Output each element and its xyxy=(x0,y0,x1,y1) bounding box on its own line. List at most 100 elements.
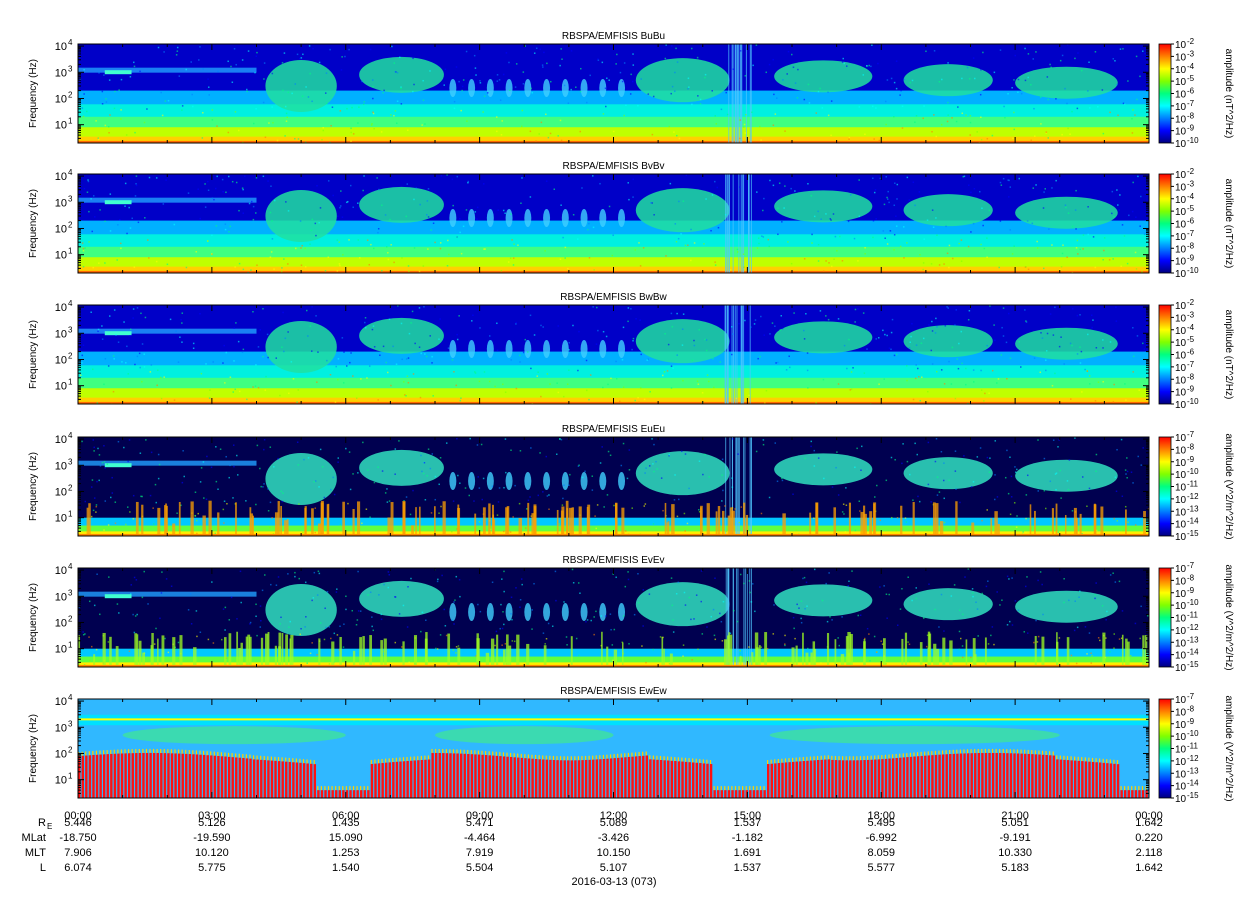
colorbar-tick-label: 10 xyxy=(1175,139,1187,150)
colorbar-scale xyxy=(1158,567,1172,668)
ephemeris-row-label: R xyxy=(38,817,46,829)
y-tick-label: 10 xyxy=(55,328,67,340)
ephemeris-value: 15.090 xyxy=(329,832,363,844)
colorbar-tick-label: 10 xyxy=(1175,732,1187,743)
colorbar-tick-exponent: -11 xyxy=(1187,480,1199,489)
colorbar-tick-label: 10 xyxy=(1175,794,1187,805)
colorbar-tick-exponent: -8 xyxy=(1187,442,1195,451)
ephemeris-row-label-sub: E xyxy=(47,822,52,831)
colorbar-tick-exponent: -8 xyxy=(1187,704,1195,713)
ephemeris-value: 1.540 xyxy=(332,862,360,874)
ephemeris-value: 10.120 xyxy=(195,847,229,859)
ephemeris-value: -6.992 xyxy=(866,832,897,844)
colorbar-tick-exponent: -6 xyxy=(1187,348,1195,357)
colorbar-tick-label: 10 xyxy=(1175,470,1187,481)
y-tick-label: 10 xyxy=(55,67,67,79)
colorbar-tick-label: 10 xyxy=(1175,195,1187,206)
colorbar-tick-label: 10 xyxy=(1175,695,1187,706)
colorbar-tick-label: 10 xyxy=(1175,40,1187,51)
colorbar-tick-label: 10 xyxy=(1175,433,1187,444)
colorbar-tick-exponent: -13 xyxy=(1187,504,1199,513)
colorbar: 10-210-310-410-510-610-710-810-910 -10amp… xyxy=(1158,298,1234,411)
colorbar-tick-label: 10 xyxy=(1175,77,1187,88)
colorbar-tick-label: 10 xyxy=(1175,745,1187,756)
y-tick-exponent: 1 xyxy=(68,117,73,126)
colorbar-tick-label: 10 xyxy=(1175,220,1187,231)
y-tick-exponent: 4 xyxy=(68,693,73,702)
colorbar-tick-label: 10 xyxy=(1175,52,1187,63)
colorbar-tick-label: 10 xyxy=(1175,351,1187,362)
ephemeris-value: 5.183 xyxy=(1001,862,1029,874)
x-tick-label: 15:00 xyxy=(734,810,762,822)
panel-title: RBSPA/EMFISIS EwEw xyxy=(560,686,667,697)
colorbar-tick-exponent: -2 xyxy=(1187,37,1195,46)
y-tick-label: 10 xyxy=(55,722,67,734)
y-tick-label: 10 xyxy=(55,460,67,472)
ephemeris-table: R E 5.446 5.126 1.435 5.471 5.089 1.537 5.495 5.0… xyxy=(22,817,1163,874)
colorbar-tick-exponent: -7 xyxy=(1187,99,1195,108)
ephemeris-value: 5.471 xyxy=(466,817,494,829)
colorbar-tick-exponent: -9 xyxy=(1187,586,1195,595)
colorbar-label: amplitude (V^2/m^2/Hz) xyxy=(1223,564,1234,670)
colorbar-tick-label: 10 xyxy=(1175,301,1187,312)
y-axis-label: Frequency (Hz) xyxy=(28,189,39,258)
ephemeris-value: 2.118 xyxy=(1136,847,1163,859)
colorbar-tick-label: 10 xyxy=(1175,170,1187,181)
colorbar-tick-label: 10 xyxy=(1175,576,1187,587)
y-tick-exponent: 3 xyxy=(68,588,73,597)
colorbar-tick-label: 10 xyxy=(1175,483,1187,494)
y-tick-label: 10 xyxy=(55,591,67,603)
y-tick-label: 10 xyxy=(55,775,67,787)
ephemeris-value: 5.446 xyxy=(64,817,92,829)
colorbar-tick-label: 10 xyxy=(1175,207,1187,218)
ephemeris-value: 5.577 xyxy=(867,862,895,874)
colorbar-tick-label: 10 xyxy=(1175,589,1187,600)
colorbar-tick-exponent: -6 xyxy=(1187,87,1195,96)
y-tick-label: 10 xyxy=(55,617,67,629)
ephemeris-value: 8.059 xyxy=(867,847,895,859)
colorbar-tick-label: 10 xyxy=(1175,663,1187,674)
colorbar-tick-label: 10 xyxy=(1175,757,1187,768)
y-tick-label: 10 xyxy=(55,696,67,708)
colorbar-tick-exponent: -4 xyxy=(1187,192,1195,201)
colorbar-tick-exponent: -9 xyxy=(1187,385,1195,394)
y-tick-exponent: 2 xyxy=(68,220,73,229)
ephemeris-value: -9.191 xyxy=(1000,832,1031,844)
colorbar-tick-label: 10 xyxy=(1175,614,1187,625)
y-tick-label: 10 xyxy=(55,197,67,209)
y-tick-exponent: 3 xyxy=(68,719,73,728)
y-tick-label: 10 xyxy=(55,486,67,498)
colorbar-tick-label: 10 xyxy=(1175,65,1187,76)
colorbar-scale xyxy=(1158,698,1172,799)
y-tick-label: 10 xyxy=(55,41,67,53)
x-tick-label: 09:00 xyxy=(466,810,494,822)
x-tick-label: 03:00 xyxy=(198,810,226,822)
ephemeris-value: 1.691 xyxy=(734,847,762,859)
spectrogram-image xyxy=(78,305,1149,404)
spectrogram-image xyxy=(78,699,1149,798)
y-tick-exponent: 1 xyxy=(68,510,73,519)
time-axis: 00:00 03:00 06:00 09:00 12:00 15:00 18:00 21:00… xyxy=(64,810,1163,822)
colorbar-tick-exponent: -15 xyxy=(1187,791,1199,800)
colorbar-tick-exponent: -7 xyxy=(1187,561,1195,570)
y-tick-exponent: 4 xyxy=(68,38,73,47)
ephemeris-value: 7.919 xyxy=(466,847,494,859)
colorbar-tick-exponent: -5 xyxy=(1187,74,1195,83)
y-tick-label: 10 xyxy=(55,644,67,656)
y-tick-exponent: 1 xyxy=(68,378,73,387)
colorbar-tick-exponent: -4 xyxy=(1187,323,1195,332)
colorbar-tick-exponent: -13 xyxy=(1187,766,1199,775)
colorbar-tick-exponent: -14 xyxy=(1187,517,1199,526)
colorbar-tick-exponent: -6 xyxy=(1187,217,1195,226)
ephemeris-value: 10.330 xyxy=(998,847,1032,859)
ephemeris-value: 5.107 xyxy=(600,862,628,874)
colorbar-label: amplitude (nT^2/Hz) xyxy=(1223,49,1234,139)
y-axis-label: Frequency (Hz) xyxy=(28,59,39,128)
colorbar-tick-exponent: -8 xyxy=(1187,573,1195,582)
colorbar-tick-exponent: -9 xyxy=(1187,717,1195,726)
colorbar-tick-label: 10 xyxy=(1175,127,1187,138)
ephemeris-value: 5.126 xyxy=(198,817,226,829)
